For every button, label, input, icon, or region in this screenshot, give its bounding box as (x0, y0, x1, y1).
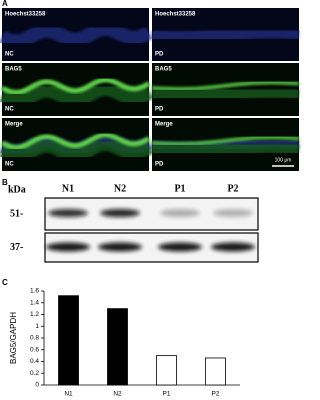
nuclei-layer (0, 21, 153, 49)
panel-label: C (2, 278, 8, 287)
blot-band (46, 242, 90, 252)
blot-band (158, 242, 202, 252)
tissue-glow (151, 137, 300, 160)
bar (107, 308, 128, 386)
stain-label: Merge (155, 122, 173, 128)
lane-label: P1 (174, 183, 185, 194)
panel-label: A (2, 0, 8, 8)
y-tick-label: 1 (35, 323, 39, 330)
figure: A B C Hoechst33258 NC Hoechst33258 PD BAG5 NC BAG… (0, 0, 300, 398)
group-label: PD (155, 52, 164, 58)
blot-band (98, 242, 142, 252)
y-tick-label: 0 (35, 382, 39, 389)
stain-label: BAG5 (5, 67, 22, 73)
stain-label: Hoechst33258 (155, 12, 196, 18)
y-tick-label: 0.4 (30, 358, 39, 365)
scale-bar-label: 100 μm (275, 157, 292, 163)
bar (58, 295, 79, 386)
x-tick-label: N2 (113, 391, 122, 398)
marker-label: 51- (10, 208, 23, 219)
tissue-band (0, 132, 151, 151)
marker-label: 37- (10, 242, 23, 253)
stain-label: Hoechst33258 (5, 12, 46, 18)
y-tick-label: 0.8 (30, 335, 39, 342)
blot-band (211, 242, 255, 252)
y-tick-label: 1.6 (30, 288, 39, 295)
blot-band (48, 209, 88, 217)
blot-band (100, 209, 140, 217)
group-label: NC (5, 162, 14, 168)
tissue-band (151, 135, 300, 146)
lane-label: P2 (227, 183, 238, 194)
blot-band (160, 209, 200, 217)
y-tick-label: 0.6 (30, 346, 39, 353)
tissue-band (151, 80, 300, 91)
tissue-glow (0, 79, 153, 109)
tissue-glow (151, 82, 300, 105)
group-label: NC (5, 107, 14, 113)
stain-label: BAG5 (155, 67, 172, 73)
blot-band (213, 209, 253, 217)
lane-label: N2 (114, 183, 126, 194)
panel-label: B (2, 178, 8, 187)
lane-label: N1 (62, 183, 74, 194)
y-tick-label: 1.4 (30, 299, 39, 306)
group-label: PD (155, 107, 164, 113)
group-label: PD (155, 162, 164, 168)
tissue-glow (0, 134, 153, 164)
stain-label: Merge (5, 122, 23, 128)
y-axis-label: BAG5/GAPDH (9, 312, 18, 364)
y-tick-label: 0.2 (30, 370, 39, 377)
blot-unit: kDa (8, 184, 26, 195)
nuclei-layer (151, 24, 300, 45)
x-tick-label: N1 (64, 391, 73, 398)
bar (205, 357, 226, 386)
y-tick-label: 1.2 (30, 311, 39, 318)
bar (156, 355, 177, 386)
x-tick-label: P1 (163, 391, 171, 398)
tissue-band (0, 77, 151, 96)
group-label: NC (5, 52, 14, 58)
x-tick-label: P2 (212, 391, 220, 398)
